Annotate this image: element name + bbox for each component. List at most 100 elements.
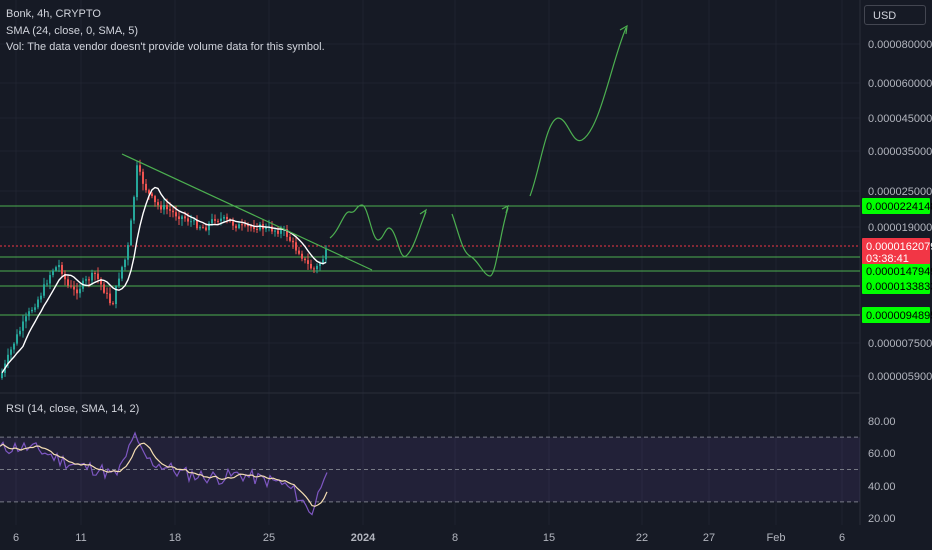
rsi-tick-label: 40.00 [868,481,896,493]
candle [58,259,60,273]
candle [22,314,24,338]
candle [46,279,48,287]
sma-legend[interactable]: SMA (24, close, 0, SMA, 5) [6,25,139,37]
time-tick-label: 25 [263,532,275,544]
candle [172,206,174,218]
candle [37,296,39,310]
candle [223,214,225,223]
candle [136,161,138,201]
candle [133,195,135,224]
candle [52,268,54,278]
candle [25,312,27,329]
symbol-legend[interactable]: Bonk, 4h, CRYPTO [6,8,101,20]
price-tick-label: 0.0000800000 [868,39,932,51]
price-tick-label: 0.0000600000 [868,78,932,90]
projection-path-2 [529,27,627,197]
candle [43,277,45,299]
time-tick-label: 2024 [351,532,376,544]
candle [13,342,15,354]
candle [73,281,75,296]
candle [85,275,87,286]
candle [118,272,120,288]
candle [130,218,132,247]
candle [277,225,279,237]
candle [298,246,300,256]
svg-text:0.0000094895: 0.0000094895 [866,310,932,322]
candle [94,271,96,281]
candle [61,262,63,278]
price-tick-label: 0.0000350000 [868,146,932,158]
candles [1,159,327,380]
candle [55,265,57,272]
candle [181,214,183,226]
candle [16,329,18,346]
candle [1,368,3,380]
rsi-legend[interactable]: RSI (14, close, SMA, 14, 2) [6,403,140,415]
candle [157,198,159,210]
candle [79,283,81,298]
candle [199,225,201,231]
candle [124,258,126,271]
projection-path-0 [329,204,427,257]
rsi-line [0,431,328,516]
candle [67,275,69,289]
candle [76,282,78,300]
candle [49,271,51,290]
rsi-tick-label: 20.00 [868,513,896,525]
candle [40,292,42,303]
candle [256,223,258,233]
price-axis[interactable]: 0.0000800000 0.0000600000 0.0000450000 0.00… [862,39,932,525]
candle [169,202,171,218]
level-price-tag[interactable]: 0.0000133833 [862,278,932,294]
level-price-tag[interactable]: 0.0000224148 [862,198,932,214]
time-tick-label: 18 [169,532,181,544]
trendline [121,153,373,271]
candle [307,253,309,270]
projection-path-1 [451,207,509,277]
svg-text:0.0000133833: 0.0000133833 [866,281,932,293]
candle [160,201,162,214]
candle [295,235,297,255]
projection-drawings [121,24,628,277]
arrowhead [419,208,428,218]
svg-text:0.0000224148: 0.0000224148 [866,201,932,213]
time-tick-label: 6 [13,532,19,544]
candle [31,307,33,314]
candle [19,326,21,337]
time-tick-label: 8 [452,532,458,544]
level-price-tag[interactable]: 0.0000094895 [862,307,932,323]
price-tick-label: 0.0000250000 [868,186,932,198]
arrowhead [619,24,628,35]
candle [121,265,123,282]
candle [112,301,114,306]
level-price-tag[interactable]: 0.0000147949 [862,263,932,279]
time-tick-label: 27 [703,532,715,544]
candle [145,179,147,193]
candle [304,257,306,264]
horizontal-levels [0,205,860,316]
candle [142,168,144,191]
candle [196,215,198,231]
currency-button[interactable]: USD [864,5,926,25]
time-axis[interactable]: 6 11 18 25 2024 8 15 22 27 Feb 6 [13,532,845,544]
candle [241,218,243,231]
candle [289,233,291,243]
rsi-tick-label: 60.00 [868,448,896,460]
candle [178,211,180,226]
candle [313,266,315,274]
candle [217,218,219,224]
candle [265,223,267,233]
candle [310,259,312,270]
time-tick-label: Feb [767,532,786,544]
candle [163,198,165,215]
volume-legend[interactable]: Vol: The data vendor doesn't provide vol… [6,41,325,53]
sma-line [1,186,327,374]
svg-text:0.0000147949: 0.0000147949 [866,266,932,278]
candle [301,250,303,262]
rsi-tick-label: 80.00 [868,416,896,428]
candle-countdown: 03:38:41 [866,253,909,265]
price-tick-label: 0.0000075000 [868,338,932,350]
candle [103,281,105,294]
